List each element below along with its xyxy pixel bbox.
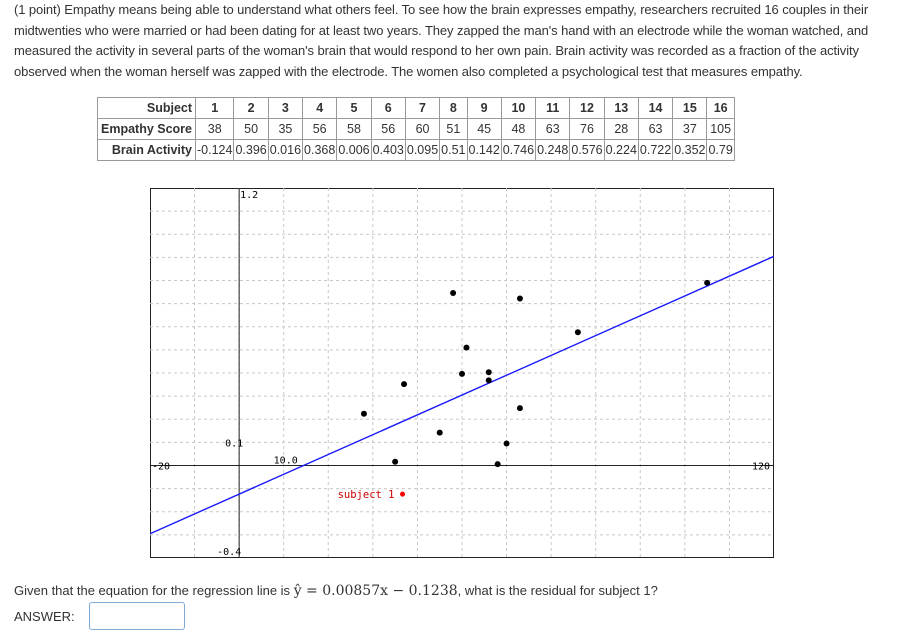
data-point	[436, 429, 443, 436]
table-cell: 5	[336, 97, 372, 119]
data-table: Subject 1 2 3 4 5 6 7 8 9 10 11 12 13 14 15 16 Empathy Sc…	[96, 97, 735, 161]
table-cell: 12	[569, 97, 605, 119]
table-cell: 4	[302, 97, 338, 119]
empathy-row: Empathy Score 38 50 35 56 58 56 60 51 45 48 63 76 28 6…	[96, 118, 735, 140]
table-cell: 0.224	[603, 139, 639, 161]
table-cell: 0.396	[233, 139, 269, 161]
question-before: Given that the equation for the regressi…	[14, 583, 291, 598]
scatter-plot: -20 120 10.0 1.2 0.1 -0.4 subject 1	[150, 188, 774, 558]
row-label: Subject	[96, 97, 197, 119]
data-point	[450, 289, 457, 296]
y-tick-label-min: -0.4	[217, 547, 241, 558]
data-point	[704, 279, 711, 286]
table-cell: 3	[267, 97, 304, 119]
question-text: Given that the equation for the regressi…	[14, 581, 658, 601]
answer-row: ANSWER:	[14, 602, 185, 630]
subject-1-label: subject 1	[338, 489, 395, 501]
table-cell: 10	[500, 97, 537, 119]
answer-label: ANSWER:	[14, 608, 75, 624]
data-point	[360, 410, 367, 417]
table-cell: 105	[706, 118, 735, 140]
table-cell: 0.403	[370, 139, 406, 161]
table-cell: 56	[302, 118, 338, 140]
table-cell: 76	[569, 118, 605, 140]
x-tick-label-min: -20	[152, 462, 170, 473]
subject-1-point	[400, 491, 406, 497]
y-tick-label-mid: 0.1	[225, 438, 243, 449]
question-after: , what is the residual for subject 1?	[457, 583, 658, 598]
table-cell: 2	[233, 97, 269, 119]
x-tick-label: 10.0	[274, 456, 298, 467]
row-label: Empathy Score	[96, 118, 197, 140]
data-point	[503, 440, 510, 447]
table-cell: 51	[439, 118, 468, 140]
table-cell: 0.576	[569, 139, 605, 161]
table-cell: 38	[195, 118, 235, 140]
data-point	[392, 458, 399, 465]
table-cell: 0.142	[466, 139, 502, 161]
table-cell: 15	[672, 97, 708, 119]
table-cell: 63	[535, 118, 571, 140]
data-point	[463, 344, 470, 351]
table-cell: 0.006	[336, 139, 372, 161]
data-point	[574, 329, 581, 336]
regression-equation: ŷ = 0.00857x − 0.1238	[293, 583, 458, 599]
table-cell: 13	[603, 97, 639, 119]
data-point	[459, 370, 465, 377]
table-cell: 14	[637, 97, 674, 119]
y-tick-label-max: 1.2	[240, 190, 258, 201]
answer-input[interactable]	[88, 602, 185, 630]
table-cell: 48	[500, 118, 537, 140]
table-cell: -0.124	[195, 139, 235, 161]
table-cell: 56	[370, 118, 406, 140]
x-tick-label-max: 120	[752, 462, 770, 473]
table-cell: 11	[535, 97, 571, 119]
table-cell: 60	[404, 118, 441, 140]
table-cell: 6	[370, 97, 406, 119]
table-cell: 8	[439, 97, 468, 119]
data-point	[485, 377, 492, 384]
subject-row: Subject 1 2 3 4 5 6 7 8 9 10 11 12 13 14 15 16	[96, 97, 735, 119]
table-cell: 0.352	[672, 139, 708, 161]
table-cell: 0.746	[500, 139, 537, 161]
table-cell: 28	[603, 118, 639, 140]
brain-row: Brain Activity -0.124 0.396 0.016 0.368 0.006…	[96, 139, 735, 161]
data-point	[401, 381, 408, 388]
problem-text: (1 point) Empathy means being able to un…	[14, 2, 869, 79]
table-cell: 16	[706, 97, 735, 119]
table-cell: 0.368	[302, 139, 338, 161]
table-cell: 0.095	[404, 139, 441, 161]
table-cell: 0.248	[535, 139, 571, 161]
table-cell: 0.016	[267, 139, 304, 161]
table-cell: 9	[466, 97, 502, 119]
data-point	[516, 295, 523, 302]
table-cell: 0.51	[439, 139, 468, 161]
table-cell: 63	[637, 118, 674, 140]
table-cell: 1	[195, 97, 235, 119]
table-cell: 50	[233, 118, 269, 140]
table-cell: 0.79	[706, 139, 735, 161]
table-cell: 58	[336, 118, 372, 140]
table-cell: 0.722	[637, 139, 674, 161]
table-cell: 7	[404, 97, 441, 119]
data-point	[516, 405, 523, 412]
row-label: Brain Activity	[96, 139, 197, 161]
regression-line	[150, 255, 774, 535]
table-cell: 35	[267, 118, 304, 140]
data-point	[494, 461, 501, 468]
table-cell: 37	[672, 118, 708, 140]
table-cell: 45	[466, 118, 502, 140]
data-point	[485, 369, 492, 376]
